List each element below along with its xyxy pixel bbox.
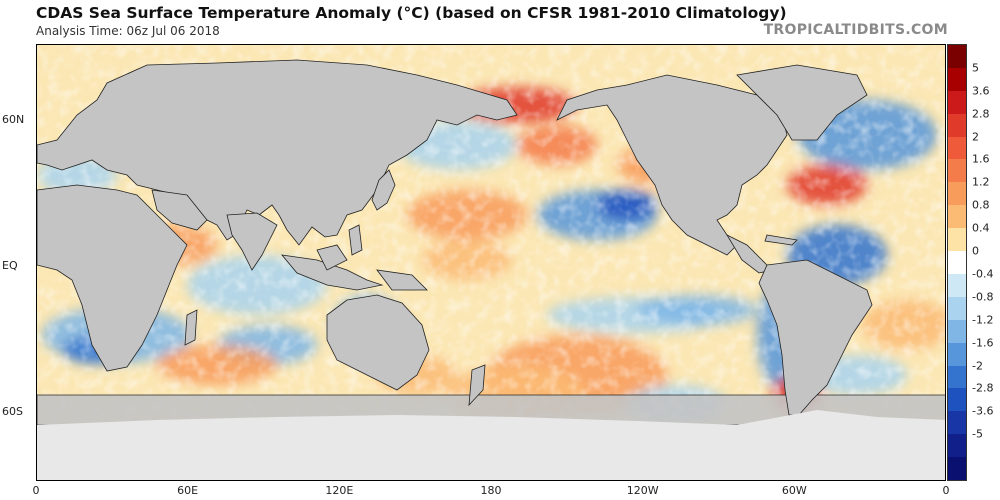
india-land — [226, 212, 278, 271]
japan-land — [371, 169, 396, 211]
colorbar-segment — [948, 273, 966, 298]
new-zealand-land — [468, 364, 486, 407]
colorbar-label: 2 — [972, 130, 979, 144]
lat-label: EQ — [2, 259, 18, 272]
colorbar-segment — [948, 67, 966, 92]
eurasia-land — [37, 59, 518, 246]
colorbar-label: 0.8 — [972, 198, 990, 212]
colorbar-label: -5 — [972, 427, 983, 441]
colorbar-segment — [948, 296, 966, 321]
colorbar-segment — [948, 434, 966, 458]
land-masses — [37, 59, 945, 480]
map-title: CDAS Sea Surface Temperature Anomaly (°C… — [36, 4, 787, 22]
colorbar-label: 0.4 — [972, 221, 990, 235]
colorbar — [947, 44, 967, 481]
caribbean-land — [764, 234, 798, 246]
africa-land — [37, 184, 188, 372]
colorbar-segment — [948, 457, 966, 481]
lat-label: 60S — [2, 404, 23, 418]
lon-label: 120W — [626, 484, 659, 497]
colorbar-segment — [948, 251, 966, 275]
colorbar-segment — [948, 45, 966, 69]
colorbar-segment — [948, 319, 966, 344]
lon-label: 60W — [781, 484, 807, 497]
lon-label: 60E — [177, 484, 199, 497]
colorbar-label: 3.6 — [972, 84, 990, 98]
arabia-land — [151, 189, 208, 231]
colorbar-segment — [948, 342, 966, 367]
colorbar-segment — [948, 113, 966, 138]
madagascar-land — [184, 309, 198, 346]
lon-label: 0 — [942, 484, 950, 497]
colorbar-label: -0.8 — [972, 290, 994, 304]
colorbar-segment — [948, 388, 966, 412]
colorbar-segment — [948, 159, 966, 183]
lon-label: 0 — [32, 484, 40, 497]
credit-watermark: TROPICALTIDBITS.COM — [763, 22, 948, 38]
philippines-land — [348, 224, 363, 256]
colorbar-label: 0 — [972, 244, 979, 258]
sst-anomaly-map — [36, 44, 946, 481]
colorbar-label: -3.6 — [972, 404, 994, 418]
new-guinea-land — [376, 269, 428, 291]
north-america-land — [556, 74, 788, 256]
colorbar-label: -1.6 — [972, 336, 994, 350]
colorbar-label: -2.8 — [972, 381, 994, 395]
colorbar-segment — [948, 90, 966, 115]
colorbar-label: 2.8 — [972, 107, 990, 121]
colorbar-segment — [948, 136, 966, 160]
colorbar-label: -0.4 — [972, 267, 994, 281]
colorbar-segment — [948, 182, 966, 206]
colorbar-label: 5 — [972, 61, 979, 75]
greenland-land — [736, 64, 868, 141]
colorbar-segment — [948, 228, 966, 252]
borneo-land — [316, 244, 348, 271]
antarctica-land — [37, 410, 945, 480]
colorbar-segment — [948, 205, 966, 229]
colorbar-label: 1.2 — [972, 175, 990, 189]
colorbar-segment — [948, 365, 966, 389]
lon-label: 120E — [325, 484, 354, 497]
map-canvas — [37, 45, 945, 480]
australia-land — [326, 294, 430, 391]
lon-label: 180 — [480, 484, 502, 497]
lat-label: 60N — [2, 113, 25, 127]
colorbar-label: -2 — [972, 359, 983, 373]
colorbar-segment — [948, 411, 966, 435]
colorbar-label: -1.2 — [972, 313, 994, 327]
colorbar-label: 1.6 — [972, 152, 990, 166]
south-america-land — [758, 259, 873, 416]
analysis-time: Analysis Time: 06z Jul 06 2018 — [36, 24, 220, 38]
